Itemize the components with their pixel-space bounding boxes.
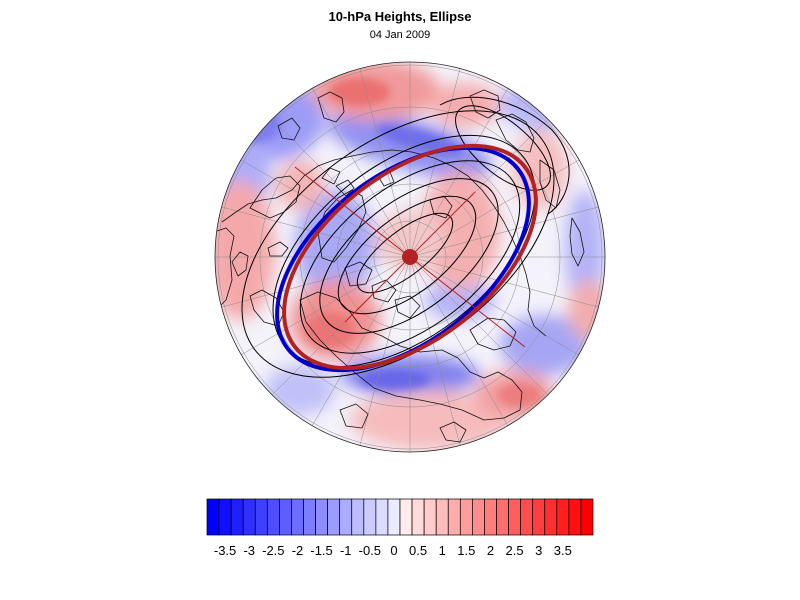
colorbar-tick-label: 3.5: [554, 543, 572, 558]
colorbar-box: [242, 498, 256, 536]
colorbar-box: [496, 498, 509, 536]
colorbar-box: [568, 498, 582, 536]
colorbar-box: [484, 498, 497, 536]
colorbar-box: [387, 498, 401, 536]
colorbar-box: [447, 498, 461, 536]
colorbar-box: [218, 498, 232, 536]
polar-map: [214, 61, 606, 453]
colorbar-box: [327, 498, 341, 536]
colorbar-box: [556, 498, 570, 536]
colorbar-tick-label: 1.5: [457, 543, 475, 558]
colorbar-box: [459, 498, 473, 536]
colorbar-boxes: [206, 498, 594, 536]
colorbar-box: [411, 498, 425, 536]
colorbar-box: [279, 498, 292, 536]
colorbar-tick-label: -2.5: [262, 543, 284, 558]
globe-outline: [214, 61, 606, 453]
colorbar-tick-label: 0: [390, 543, 397, 558]
colorbar-tick-label: -1.5: [310, 543, 332, 558]
colorbar-box: [254, 498, 268, 536]
colorbar-tick-label: 1: [439, 543, 446, 558]
ellipse-center-marker: [402, 249, 418, 265]
colorbar-box: [375, 498, 389, 536]
colorbar-box: [266, 498, 280, 536]
colorbar-box: [435, 498, 449, 536]
colorbar-box: [351, 498, 365, 536]
vortex-ellipse: [275, 143, 538, 373]
colorbar: -3.5 -3 -2.5 -2 -1.5 -1 -0.5 0 0.5 1 1.5 2 2.5 3 3.5: [206, 498, 594, 558]
colorbar-tick-label: 2.5: [506, 543, 524, 558]
colorbar-box: [206, 498, 220, 536]
colorbar-box: [508, 498, 521, 536]
colorbar-box: [363, 498, 377, 536]
colorbar-box: [580, 498, 594, 536]
colorbar-box: [520, 498, 534, 536]
figure-title: 10-hPa Heights, Ellipse: [328, 9, 472, 24]
colorbar-tick-label: 0.5: [409, 543, 427, 558]
colorbar-tick-label: -3: [243, 543, 255, 558]
colorbar-tick-label: -3.5: [214, 543, 236, 558]
colorbar-box: [303, 498, 316, 536]
colorbar-tick-label: -1: [340, 543, 352, 558]
colorbar-labels: -3.5 -3 -2.5 -2 -1.5 -1 -0.5 0 0.5 1 1.5 2 2.5 3 3.5: [214, 543, 572, 558]
colorbar-tick-label: 2: [487, 543, 494, 558]
colorbar-box: [423, 498, 437, 536]
colorbar-box: [399, 498, 413, 536]
colorbar-box: [291, 498, 304, 536]
colorbar-tick-label: -2: [292, 543, 304, 558]
vortex-ellipse-inner: [275, 145, 531, 373]
colorbar-tick-label: -0.5: [359, 543, 381, 558]
vortex-ellipse-outer: [282, 143, 538, 371]
colorbar-box: [315, 498, 328, 536]
figure-date: 04 Jan 2009: [369, 29, 431, 41]
colorbar-tick-label: 3: [535, 543, 542, 558]
colorbar-box: [544, 498, 558, 536]
colorbar-box: [472, 498, 485, 536]
colorbar-box: [230, 498, 244, 536]
colorbar-box: [532, 498, 546, 536]
colorbar-box: [339, 498, 353, 536]
